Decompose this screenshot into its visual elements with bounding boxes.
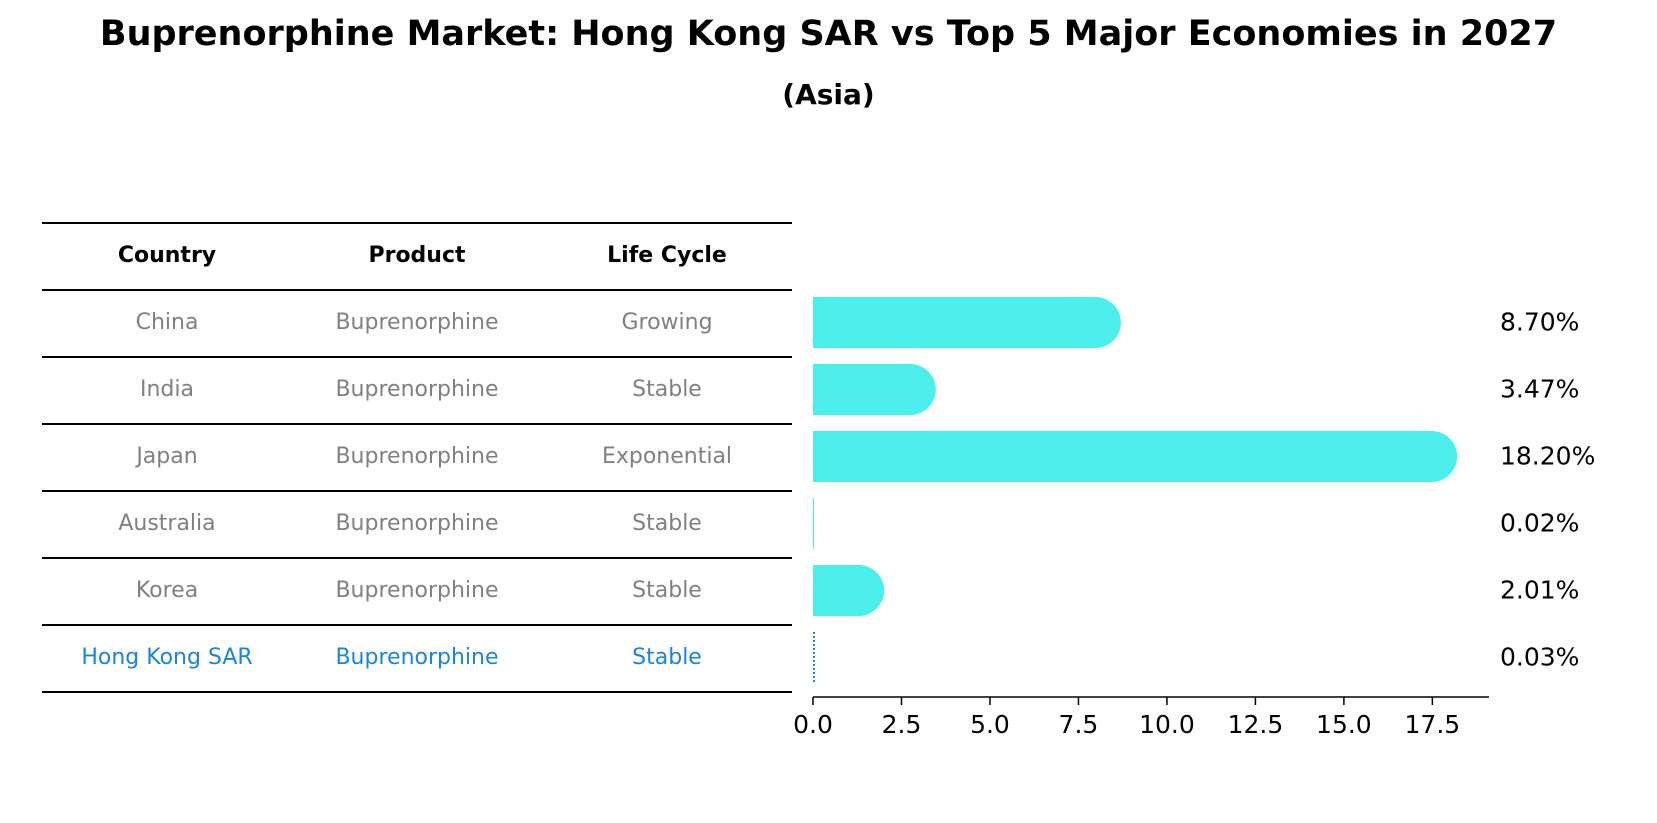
- table-rule: [42, 289, 792, 291]
- table-rule: [42, 490, 792, 492]
- cell-product: Buprenorphine: [335, 377, 499, 402]
- x-tick-label: 15.0: [1316, 710, 1372, 739]
- cell-life-cycle: Exponential: [601, 444, 733, 469]
- header-life-cycle: Life Cycle: [607, 243, 727, 268]
- cell-life-cycle: Stable: [632, 511, 702, 536]
- bar: [813, 364, 936, 415]
- x-tick-label: 17.5: [1405, 710, 1461, 739]
- cell-country: Hong Kong SAR: [81, 645, 253, 670]
- table-rule: [42, 423, 792, 425]
- cell-product: Buprenorphine: [335, 310, 499, 335]
- bar: [813, 297, 1121, 348]
- chart-subtitle: (Asia): [782, 78, 875, 111]
- cell-life-cycle: Stable: [632, 377, 702, 402]
- table-rule: [42, 691, 792, 693]
- table-rule: [42, 222, 792, 224]
- table-row: India Buprenorphine Stable: [42, 356, 792, 423]
- value-label: 2.01%: [1500, 576, 1579, 605]
- cell-product: Buprenorphine: [335, 444, 499, 469]
- cell-country: Japan: [136, 444, 198, 469]
- cell-life-cycle: Stable: [632, 645, 702, 670]
- cell-country: China: [135, 310, 199, 335]
- x-tick-label: 12.5: [1228, 710, 1284, 739]
- table-rule: [42, 356, 792, 358]
- table-row: Korea Buprenorphine Stable: [42, 557, 792, 624]
- cell-country: Korea: [135, 578, 199, 603]
- header-country: Country: [117, 243, 217, 268]
- table-rule: [42, 624, 792, 626]
- cell-product: Buprenorphine: [335, 511, 499, 536]
- bar: [813, 565, 885, 616]
- value-label: 18.20%: [1500, 442, 1595, 471]
- cell-life-cycle: Stable: [632, 578, 702, 603]
- x-tick-label: 2.5: [882, 710, 922, 739]
- table-row: Australia Buprenorphine Stable: [42, 490, 792, 557]
- cell-life-cycle: Growing: [621, 310, 713, 335]
- cell-country: India: [140, 377, 194, 402]
- x-tick-label: 7.5: [1059, 710, 1099, 739]
- cell-product: Buprenorphine: [335, 578, 499, 603]
- bar: [813, 498, 814, 549]
- chart-title: Buprenorphine Market: Hong Kong SAR vs T…: [99, 14, 1558, 54]
- value-label: 0.02%: [1500, 509, 1579, 538]
- x-tick-label: 0.0: [793, 710, 833, 739]
- table-row: China Buprenorphine Growing: [42, 289, 792, 356]
- table-row: Japan Buprenorphine Exponential: [42, 423, 792, 490]
- header-product: Product: [368, 243, 466, 268]
- table-rule: [42, 557, 792, 559]
- x-tick-label: 5.0: [970, 710, 1010, 739]
- cell-product: Buprenorphine: [335, 645, 499, 670]
- table-row-highlight: Hong Kong SAR Buprenorphine Stable: [42, 624, 792, 691]
- value-label: 8.70%: [1500, 308, 1579, 337]
- bar: [813, 431, 1458, 482]
- x-tick-label: 10.0: [1139, 710, 1195, 739]
- value-label: 0.03%: [1500, 643, 1579, 672]
- value-label: 3.47%: [1500, 375, 1579, 404]
- cell-country: Australia: [118, 511, 216, 536]
